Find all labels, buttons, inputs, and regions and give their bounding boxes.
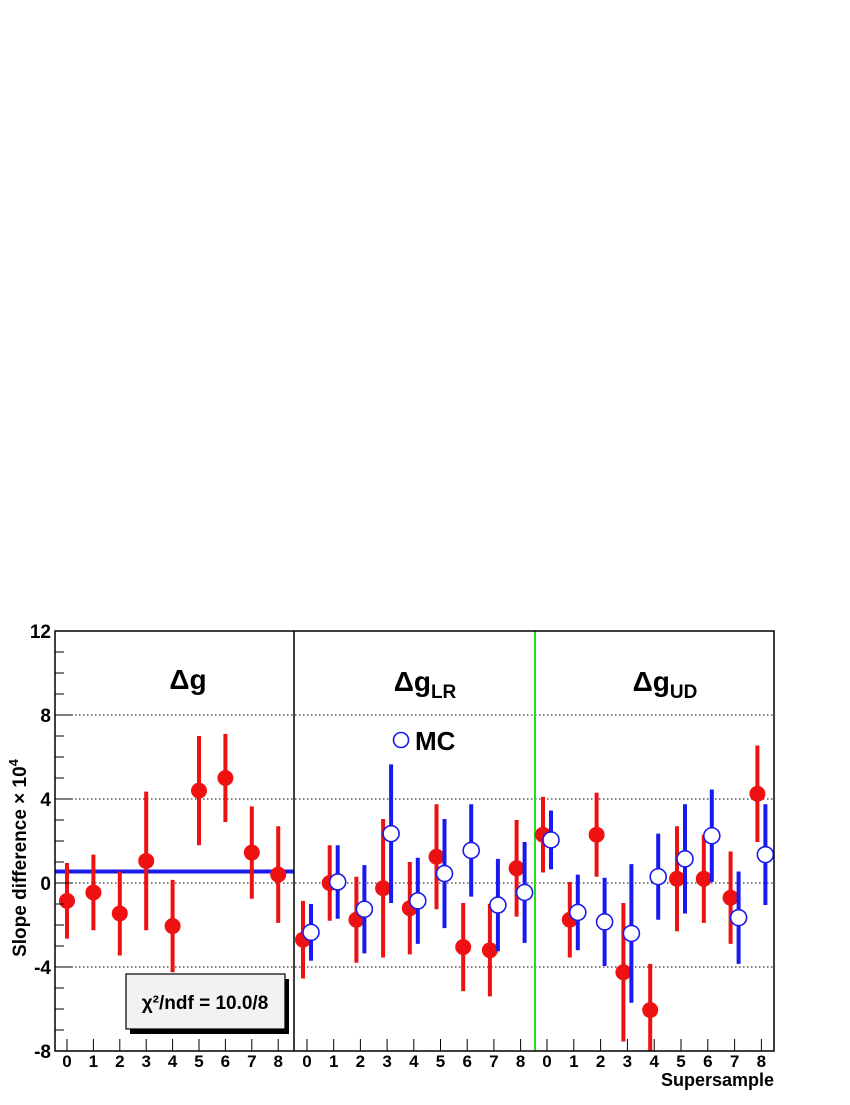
y-tick-label--4: -4 xyxy=(34,958,51,979)
point-p3-data-6 xyxy=(695,870,712,887)
point-p3-MC-7 xyxy=(729,908,748,927)
point-p3-MC-8 xyxy=(756,845,775,864)
point-p3-data-2 xyxy=(588,826,605,843)
x-tick-label-p1-1: 1 xyxy=(89,1052,98,1071)
point-p3-MC-0 xyxy=(542,831,560,849)
x-tick-label-p1-4: 4 xyxy=(168,1052,178,1071)
panel-2-title-sub: LR xyxy=(431,682,457,703)
point-p3-MC-2 xyxy=(595,913,614,931)
point-p1-data-2 xyxy=(111,905,128,922)
x-tick-label-p3-3: 3 xyxy=(623,1052,632,1071)
x-tick-label-p2-6: 6 xyxy=(462,1052,471,1071)
panel-3-title-sub: UD xyxy=(670,682,697,703)
x-tick-label-p2-3: 3 xyxy=(382,1052,391,1071)
x-tick-label-p3-4: 4 xyxy=(649,1052,659,1071)
point-p2-MC-3 xyxy=(382,824,400,843)
x-tick-label-p3-0: 0 xyxy=(542,1052,551,1071)
point-p1-data-6 xyxy=(217,770,234,786)
point-p3-MC-4 xyxy=(649,867,668,886)
panel-2-title: ΔgLR xyxy=(394,666,457,703)
x-tick-label-p2-2: 2 xyxy=(356,1052,365,1071)
x-tick-label-p3-2: 2 xyxy=(596,1052,605,1071)
point-p3-data-3 xyxy=(615,964,632,981)
x-tick-label-p3-5: 5 xyxy=(676,1052,685,1071)
point-p2-data-6 xyxy=(455,939,472,956)
y-tick-label--8: -8 xyxy=(34,1042,51,1063)
point-p1-data-0 xyxy=(59,892,75,909)
x-tick-label-p3-1: 1 xyxy=(569,1052,578,1071)
point-p2-MC-7 xyxy=(489,896,507,914)
point-p3-data-5 xyxy=(669,870,685,887)
point-p1-data-7 xyxy=(243,844,260,861)
x-tick-label-p3-8: 8 xyxy=(757,1052,766,1071)
x-tick-label-p1-3: 3 xyxy=(141,1052,150,1071)
y-axis-title-sup: 4 xyxy=(6,758,21,766)
x-axis-title: Supersample xyxy=(661,1070,774,1090)
chi2-box xyxy=(125,973,286,1030)
point-p2-MC-1 xyxy=(328,873,347,891)
y-tick-label-8: 8 xyxy=(40,706,51,727)
x-tick-label-p3-7: 7 xyxy=(730,1052,739,1071)
x-tick-label-p1-8: 8 xyxy=(273,1052,282,1071)
point-p1-data-4 xyxy=(164,918,181,935)
point-p2-MC-6 xyxy=(462,841,481,860)
point-p1-data-5 xyxy=(191,782,207,799)
point-p3-data-7 xyxy=(722,889,739,906)
point-p3-data-4 xyxy=(642,1002,659,1019)
point-p3-MC-3 xyxy=(622,924,641,943)
point-p3-MC-6 xyxy=(702,826,721,845)
x-tick-label-p2-7: 7 xyxy=(489,1052,498,1071)
y-axis-title: Slope difference × 104 xyxy=(6,758,31,957)
point-p3-data-8 xyxy=(749,785,766,802)
point-p2-data-5 xyxy=(428,848,445,865)
x-tick-label-p1-0: 0 xyxy=(62,1052,71,1071)
legend-mc-marker xyxy=(392,731,410,749)
point-p3-MC-1 xyxy=(568,903,587,922)
x-tick-label-p2-8: 8 xyxy=(516,1052,525,1071)
point-p3-MC-5 xyxy=(676,850,694,868)
y-tick-label-0: 0 xyxy=(40,874,51,895)
panel-3-title: ΔgUD xyxy=(633,666,698,703)
x-tick-label-p1-6: 6 xyxy=(221,1052,230,1071)
point-p2-MC-4 xyxy=(408,892,427,910)
point-p1-data-3 xyxy=(138,852,155,869)
x-tick-label-p1-2: 2 xyxy=(115,1052,124,1071)
x-tick-label-p1-7: 7 xyxy=(247,1052,256,1071)
point-p2-MC-0 xyxy=(302,923,320,942)
point-p2-MC-5 xyxy=(435,864,454,883)
x-tick-label-p2-5: 5 xyxy=(436,1052,445,1071)
x-tick-label-p2-4: 4 xyxy=(409,1052,419,1071)
y-tick-label-12: 12 xyxy=(30,622,51,643)
panel-1-title: Δg xyxy=(169,664,206,695)
point-p1-data-8 xyxy=(270,866,287,883)
x-tick-label-p1-5: 5 xyxy=(194,1052,203,1071)
marks-layer xyxy=(55,631,775,1051)
x-tick-label-p2-1: 1 xyxy=(329,1052,338,1071)
point-p2-data-7 xyxy=(481,942,498,959)
point-p2-data-3 xyxy=(375,880,392,897)
point-p1-data-1 xyxy=(85,884,102,901)
legend-mc-label: MC xyxy=(415,726,456,756)
x-tick-label-p2-0: 0 xyxy=(302,1052,311,1071)
chi2-annotation: χ²/ndf = 10.0/8 xyxy=(142,993,269,1014)
point-p2-MC-2 xyxy=(355,900,374,919)
point-p2-data-8 xyxy=(508,860,525,877)
x-tick-label-p3-6: 6 xyxy=(703,1052,712,1071)
y-tick-label-4: 4 xyxy=(40,790,51,811)
point-p2-MC-8 xyxy=(515,883,534,902)
